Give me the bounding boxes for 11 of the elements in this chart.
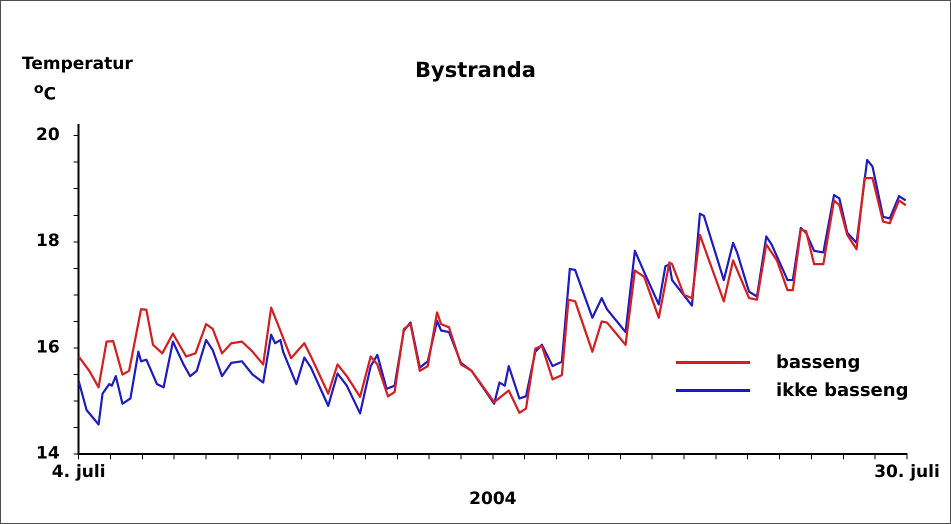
y-tick-label: 14 [36,444,60,464]
legend-label: basseng [776,352,860,372]
y-tick-label: 18 [36,231,60,252]
x-axis-title: 2004 [469,489,517,510]
x-tick-label: 30. juli [874,462,940,482]
legend-label: ikke basseng [776,380,908,400]
y-tick-label: 16 [36,337,60,358]
chart-title: Bystranda [415,58,536,82]
x-tick-label: 4. juli [52,462,106,482]
y-axis-title: Temperatur $^{o}$C [22,53,134,107]
y-tick-label: 20 [36,125,60,146]
